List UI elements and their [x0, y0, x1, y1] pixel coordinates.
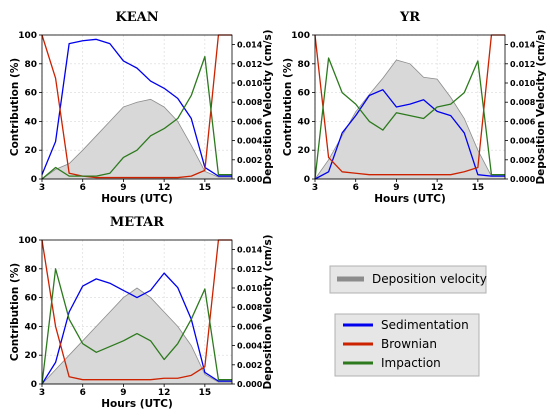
x-axis-label: Hours (UTC) [101, 193, 173, 205]
chart-title: METAR [110, 215, 164, 230]
legend-impaction-label: Impaction [381, 356, 441, 370]
legend-sedimentation-label: Sedimentation [381, 318, 469, 332]
y-tick-label: 80 [24, 265, 37, 275]
y2-tick-label: 0.002 [237, 361, 262, 370]
x-tick-label: 15 [199, 183, 212, 193]
y2-tick-label: 0.002 [510, 156, 535, 165]
plot-frame [41, 239, 233, 385]
y-tick-label: 60 [297, 89, 310, 99]
y2-tick-label: 0.004 [237, 342, 263, 351]
y2-axis-label: Deposition Velocity (cm/s) [262, 234, 274, 389]
legend-deposition-label: Deposition velocity [372, 272, 487, 286]
x-tick-label: 12 [158, 183, 171, 193]
x-tick-label: 9 [120, 388, 126, 398]
y-tick-label: 100 [291, 31, 310, 41]
y-tick-label: 100 [18, 31, 37, 41]
y-tick-label: 0 [31, 175, 37, 185]
y2-axis-label: Deposition Velocity (cm/s) [262, 29, 274, 184]
y2-tick-label: 0.004 [237, 137, 263, 146]
x-tick-label: 9 [120, 183, 126, 193]
y2-tick-label: 0.012 [237, 265, 262, 274]
y2-tick-label: 0.012 [510, 60, 535, 69]
y2-tick-label: 0.000 [510, 175, 536, 184]
y2-tick-label: 0.000 [237, 175, 263, 184]
y-tick-label: 20 [24, 351, 37, 361]
y2-tick-label: 0.008 [510, 98, 536, 107]
x-tick-label: 6 [80, 388, 86, 398]
deposition-velocity-area [41, 287, 233, 385]
y-tick-label: 40 [297, 117, 310, 127]
legend-deposition: Deposition velocity [329, 265, 487, 294]
chart-panel-kean: KEAN 0 20 40 60 80 100 0.000 0.002 0.004 0.006 0.00… [9, 10, 274, 205]
series-line-brownian [41, 34, 232, 179]
y2-axis-label: Deposition Velocity (cm/s) [535, 29, 547, 184]
series-line-impaction [41, 268, 232, 385]
x-tick-label: 9 [393, 183, 399, 193]
series-line-brownian [41, 239, 232, 381]
y2-tick-label: 0.014 [237, 41, 263, 50]
y2-tick-label: 0.010 [510, 79, 536, 88]
chart-title: YR [399, 10, 420, 25]
plot-frame [314, 34, 506, 180]
series-line-sedimentation [41, 38, 232, 177]
x-tick-label: 6 [353, 183, 359, 193]
series-line-sedimentation [314, 89, 505, 180]
y-tick-label: 0 [31, 380, 37, 390]
chart-title: KEAN [115, 10, 158, 25]
series-line-sedimentation [41, 272, 232, 385]
chart-panels: KEAN0204060801000.0000.0020.0040.0060.00… [9, 10, 547, 410]
legend-mechanisms: Sedimentation Brownian Impaction [334, 313, 480, 377]
y2-tick-label: 0.014 [510, 41, 536, 50]
y-tick-label: 80 [297, 60, 310, 70]
deposition-velocity-area [40, 98, 233, 180]
y2-tick-label: 0.012 [237, 60, 262, 69]
y-tick-label: 100 [18, 236, 37, 246]
y2-tick-label: 0.002 [237, 156, 262, 165]
y-tick-label: 60 [24, 294, 37, 304]
y2-tick-label: 0.004 [510, 137, 536, 146]
x-axis-label: Hours (UTC) [101, 398, 173, 410]
y2-tick-label: 0.010 [237, 79, 263, 88]
y2-tick-label: 0.014 [237, 246, 263, 255]
y-tick-label: 20 [297, 146, 310, 156]
series-line-impaction [41, 55, 232, 180]
y-tick-label: 40 [24, 322, 37, 332]
y2-tick-label: 0.006 [510, 117, 536, 126]
x-tick-label: 12 [158, 388, 171, 398]
y2-tick-label: 0.006 [237, 322, 263, 331]
x-tick-label: 3 [39, 388, 45, 398]
x-tick-label: 3 [312, 183, 318, 193]
x-tick-label: 15 [199, 388, 212, 398]
y-axis-label: Contribution (%) [9, 263, 21, 361]
chart-panel-metar: METAR 0 20 40 60 80 100 0.000 0.002 0.004 0.006 0.0… [9, 215, 274, 410]
x-tick-label: 3 [39, 183, 45, 193]
x-tick-label: 15 [472, 183, 485, 193]
legend-brownian-label: Brownian [381, 337, 437, 351]
y-tick-label: 80 [24, 60, 37, 70]
y-axis-label: Contribution (%) [9, 58, 21, 156]
series-line-impaction [314, 57, 505, 180]
y-tick-label: 0 [304, 175, 310, 185]
plot-frame [41, 34, 233, 180]
y-axis-label: Contribution (%) [282, 58, 294, 156]
y2-tick-label: 0.008 [237, 303, 263, 312]
x-tick-label: 12 [431, 183, 444, 193]
x-axis-label: Hours (UTC) [374, 193, 446, 205]
y-tick-label: 20 [24, 146, 37, 156]
y-tick-label: 40 [24, 117, 37, 127]
x-tick-label: 6 [80, 183, 86, 193]
y2-tick-label: 0.006 [237, 117, 263, 126]
y2-tick-label: 0.010 [237, 284, 263, 293]
chart-panel-yr: YR 0 20 40 60 80 100 0.000 0.002 0.004 0.006 0.008 0… [282, 10, 547, 205]
series-line-brownian [314, 34, 505, 176]
y2-tick-label: 0.008 [237, 98, 263, 107]
y2-tick-label: 0.000 [237, 380, 263, 389]
y-tick-label: 60 [24, 89, 37, 99]
